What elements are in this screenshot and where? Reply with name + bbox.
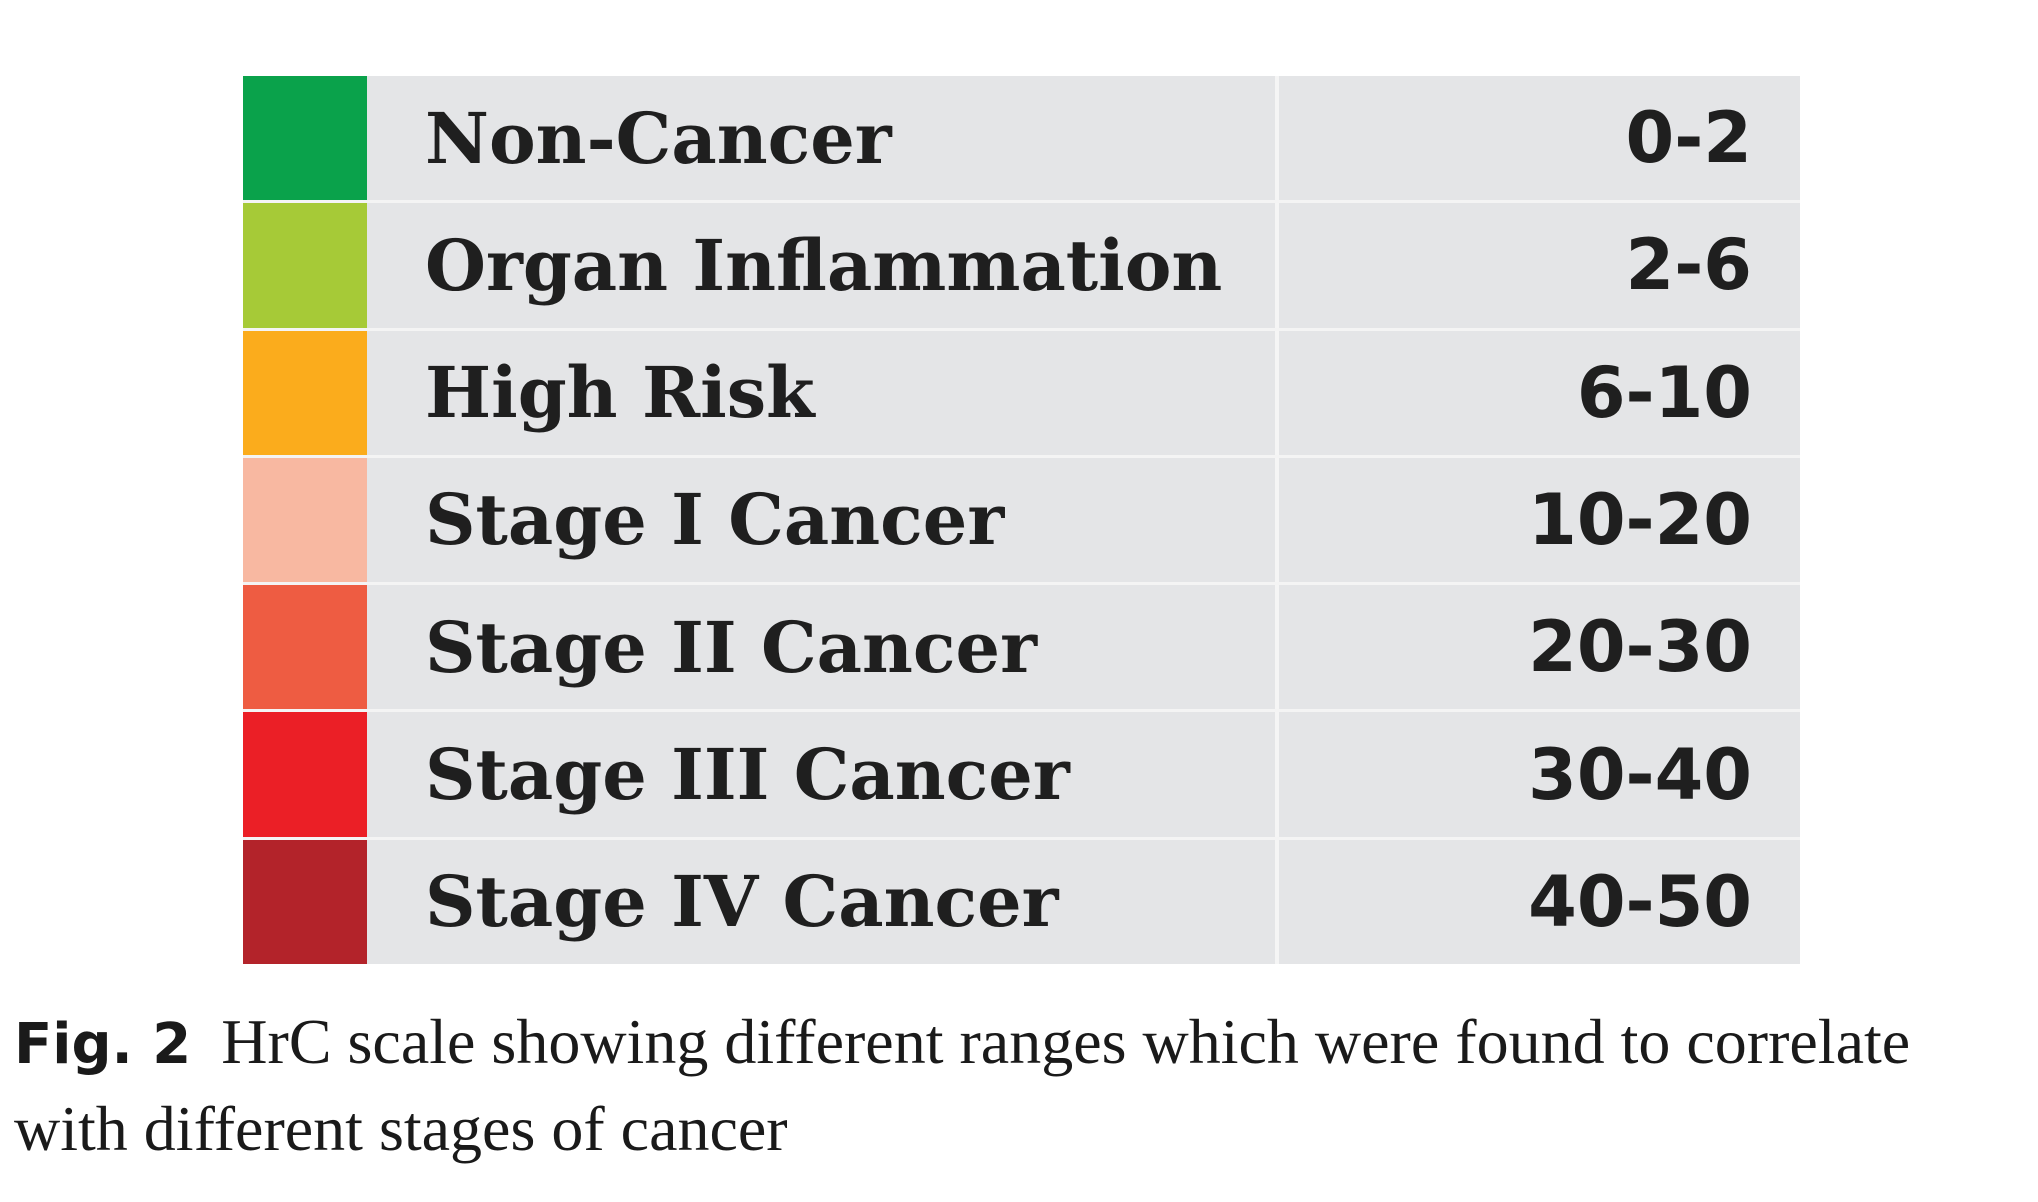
score-range: 0-2 xyxy=(1279,76,1800,201)
stage-label: Stage II Cancer xyxy=(367,585,1279,710)
color-swatch xyxy=(243,839,367,964)
hrc-scale-table: Non-Cancer 0-2 Organ Inflammation 2-6 Hi… xyxy=(243,76,1800,964)
scale-row-organ-inflammation: Organ Inflammation 2-6 xyxy=(243,203,1800,331)
caption-text: HrC scale showing different ranges which… xyxy=(14,1006,1911,1164)
color-swatch xyxy=(243,330,367,455)
scale-row-stage-2: Stage II Cancer 20-30 xyxy=(243,585,1800,713)
score-range: 20-30 xyxy=(1279,585,1800,710)
scale-row-stage-3: Stage III Cancer 30-40 xyxy=(243,712,1800,840)
stage-label: High Risk xyxy=(367,330,1279,455)
color-swatch xyxy=(243,76,367,201)
color-swatch xyxy=(243,585,367,710)
scale-row-stage-1: Stage I Cancer 10-20 xyxy=(243,457,1800,586)
color-swatch xyxy=(243,712,367,837)
score-range: 10-20 xyxy=(1279,457,1800,583)
score-range: 6-10 xyxy=(1279,330,1800,455)
stage-label: Non-Cancer xyxy=(367,76,1279,201)
color-swatch xyxy=(243,457,367,583)
score-range: 30-40 xyxy=(1279,712,1800,837)
figure-caption: Fig. 2 HrC scale showing different ranges… xyxy=(14,1000,2034,1171)
scale-row-high-risk: High Risk 6-10 xyxy=(243,330,1800,458)
stage-label: Stage I Cancer xyxy=(367,457,1279,583)
stage-label: Stage III Cancer xyxy=(367,712,1279,837)
stage-label: Stage IV Cancer xyxy=(367,839,1279,964)
scale-row-stage-4: Stage IV Cancer 40-50 xyxy=(243,839,1800,964)
score-range: 2-6 xyxy=(1279,203,1800,328)
figure-label: Fig. 2 xyxy=(14,1012,192,1077)
scale-row-non-cancer: Non-Cancer 0-2 xyxy=(243,76,1800,204)
score-range: 40-50 xyxy=(1279,839,1800,964)
color-swatch xyxy=(243,203,367,328)
stage-label: Organ Inflammation xyxy=(367,203,1279,328)
